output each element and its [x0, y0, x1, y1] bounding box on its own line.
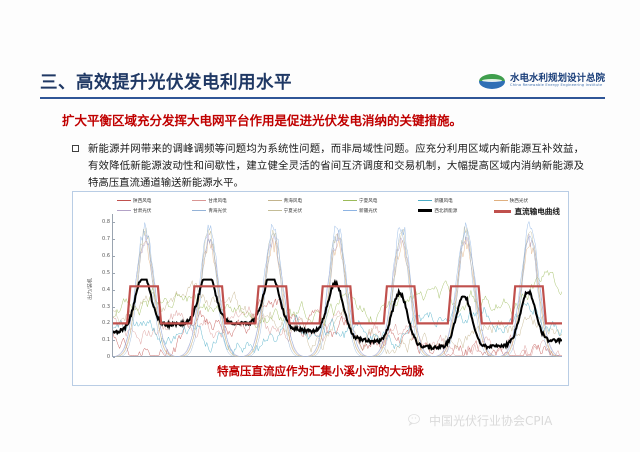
watermark-text: 中国光伏行业协会CPIA — [429, 414, 553, 428]
slide-header: 三、高效提升光伏发电利用水平 水电水利规划设计总院 China Renewabl… — [40, 66, 605, 96]
legend-label: 宁夏光伏 — [283, 208, 303, 214]
y-axis-tick: 0.7 — [102, 236, 115, 242]
legend-item: 新疆光伏 — [343, 208, 416, 214]
key-message-headline: 扩大平衡区域充分发挥大电网平台作用是促进光伏发电消纳的关键措施。 — [62, 113, 463, 128]
legend-label: 陕西风电 — [133, 198, 152, 204]
y-axis-tick: 0.1 — [102, 337, 115, 343]
legend-swatch — [267, 209, 282, 212]
chart-legend: 陕西风电 甘肃风电 青海风电 宁夏风电 新疆风电 陕西光伏 甘肃光伏 青海光伏 … — [117, 196, 567, 215]
legend-swatch — [117, 199, 131, 202]
legend-item: 陕西光伏 — [493, 198, 567, 204]
legend-label: 陕西光伏 — [509, 198, 529, 204]
bullet-item: 新能源并网带来的调峰调频等问题均为系统性问题，而非局域性问题。应充分利用区域内新… — [72, 141, 584, 192]
y-axis-tick: 0.2 — [102, 320, 115, 326]
logo-name-cn: 水电水利规划设计总院 — [509, 73, 605, 85]
legend-swatch — [494, 210, 512, 213]
logo-mark-icon — [478, 73, 505, 89]
legend-swatch — [493, 199, 508, 202]
legend-item: 陕西风电 — [117, 198, 190, 204]
bullet-square-icon — [72, 145, 79, 152]
legend-label: 甘肃风电 — [208, 198, 227, 204]
legend-label: 直流输电曲线 — [514, 207, 560, 216]
logo-text: 水电水利规划设计总院 China Renewable Energy Engine… — [510, 74, 605, 88]
legend-item: 宁夏光伏 — [267, 208, 341, 214]
legend-swatch — [117, 209, 131, 212]
legend-swatch — [192, 209, 207, 212]
bullet-item-text: 新能源并网带来的调峰调频等问题均为系统性问题，而非局域性问题。应充分利用区域内新… — [88, 143, 584, 189]
page-title: 三、高效提升光伏发电利用水平 — [40, 72, 292, 93]
y-axis-line — [112, 214, 113, 357]
institute-logo: 水电水利规划设计总院 China Renewable Energy Engine… — [478, 73, 605, 89]
chart-plot-svg — [113, 214, 562, 357]
legend-item: 青海风电 — [267, 198, 341, 204]
y-axis-tick: 0.4 — [102, 287, 115, 293]
chart-container: 陕西风电 甘肃风电 青海风电 宁夏风电 新疆风电 陕西光伏 甘肃光伏 青海光伏 … — [72, 191, 569, 386]
y-axis-tick: 0.8 — [102, 219, 115, 225]
legend-item: 青海光伏 — [192, 208, 265, 214]
y-axis-tick: 0 — [107, 354, 116, 360]
legend-label: 西北新能源 — [434, 208, 458, 214]
x-axis-line — [112, 356, 562, 357]
wechat-watermark: 中国光伏行业协会CPIA — [408, 412, 552, 429]
wechat-icon — [408, 414, 420, 426]
legend-item-dc-curve: 直流输电曲线 — [492, 205, 562, 218]
legend-swatch — [343, 199, 357, 202]
legend-label: 甘肃光伏 — [133, 208, 152, 214]
y-axis-tick: 0.3 — [102, 304, 115, 310]
legend-swatch — [192, 199, 207, 202]
legend-item: 宁夏风电 — [343, 198, 416, 204]
legend-label: 宁夏风电 — [359, 198, 378, 204]
title-divider — [40, 97, 605, 99]
legend-swatch — [418, 209, 433, 212]
legend-item: 甘肃光伏 — [117, 208, 190, 214]
legend-item: 新疆风电 — [418, 198, 491, 204]
legend-label: 新疆风电 — [434, 198, 453, 204]
chart-annotation: 特高压直流应作为汇集小溪小河的大动脉 — [217, 364, 424, 378]
legend-label: 青海风电 — [283, 198, 303, 204]
legend-swatch — [267, 199, 282, 202]
legend-swatch — [418, 199, 433, 202]
y-axis-tick: 0.6 — [102, 253, 115, 259]
plot-area: 0 0.1 0.2 0.3 0.4 0.5 0.6 0.7 0.8 — [102, 214, 562, 360]
y-axis-title: 出力/装机 — [87, 277, 94, 300]
y-axis-tick: 0.5 — [102, 270, 115, 276]
legend-item: 甘肃风电 — [192, 198, 265, 204]
legend-item: 西北新能源 — [418, 208, 491, 214]
legend-swatch — [343, 209, 357, 212]
legend-label: 青海光伏 — [208, 208, 227, 214]
legend-label: 新疆光伏 — [359, 208, 378, 214]
logo-name-en: China Renewable Energy Engineering Insti… — [509, 83, 603, 88]
